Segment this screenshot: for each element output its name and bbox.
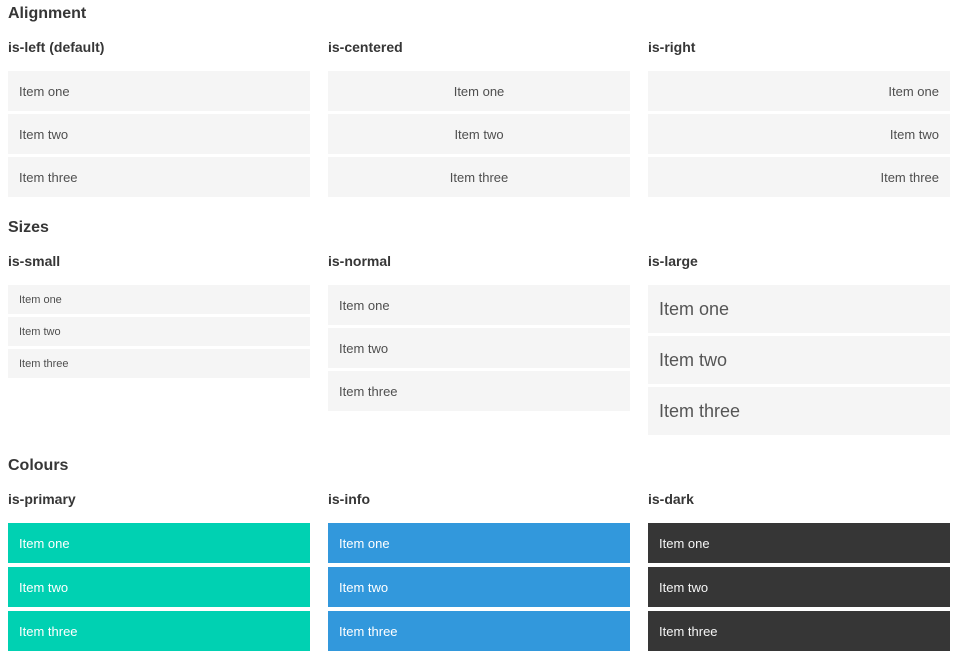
list-is-small: Item one Item two Item three [8,285,310,378]
column-is-right: is-right Item one Item two Item three [648,38,950,200]
column-subtitle-is-info: is-info [328,491,370,507]
column-subtitle-is-small: is-small [8,253,61,269]
list-item[interactable]: Item three [328,371,630,411]
section-colours: Colours is-primary Item one Item two Ite… [8,456,950,655]
list-item[interactable]: Item three [8,349,310,378]
list-item[interactable]: Item two [648,336,950,384]
column-subtitle-is-primary: is-primary [8,491,76,507]
column-subtitle-is-right: is-right [648,39,696,55]
column-subtitle-is-left: is-left (default) [8,39,105,55]
column-is-primary: is-primary Item one Item two Item three [8,490,310,655]
section-alignment: Alignment is-left (default) Item one Ite… [8,4,950,200]
list-item[interactable]: Item one [8,71,310,111]
column-subtitle-is-normal: is-normal [328,253,392,269]
column-subtitle-is-dark: is-dark [648,491,694,507]
list-item[interactable]: Item one [328,285,630,325]
list-item[interactable]: Item two [648,567,950,607]
alignment-columns: is-left (default) Item one Item two Item… [8,38,950,200]
section-title-sizes: Sizes [8,219,49,236]
column-is-dark: is-dark Item one Item two Item three [648,490,950,655]
list-is-primary: Item one Item two Item three [8,523,310,651]
column-subtitle-is-centered: is-centered [328,39,403,55]
list-is-centered: Item one Item two Item three [328,71,630,197]
list-item[interactable]: Item one [8,285,310,314]
section-title-colours: Colours [8,457,69,474]
list-item[interactable]: Item three [8,157,310,197]
column-is-info: is-info Item one Item two Item three [328,490,630,655]
list-item[interactable]: Item three [648,611,950,651]
list-is-dark: Item one Item two Item three [648,523,950,651]
list-item[interactable]: Item three [328,611,630,651]
column-is-small: is-small Item one Item two Item three [8,252,310,438]
column-is-left: is-left (default) Item one Item two Item… [8,38,310,200]
list-item[interactable]: Item three [648,157,950,197]
list-item[interactable]: Item one [328,523,630,563]
list-item[interactable]: Item two [8,317,310,346]
list-item[interactable]: Item two [8,567,310,607]
column-subtitle-is-large: is-large [648,253,698,269]
section-sizes: Sizes is-small Item one Item two Item th… [8,218,950,438]
list-is-info: Item one Item two Item three [328,523,630,651]
list-is-right: Item one Item two Item three [648,71,950,197]
column-is-normal: is-normal Item one Item two Item three [328,252,630,438]
list-is-large: Item one Item two Item three [648,285,950,435]
list-item[interactable]: Item three [8,611,310,651]
list-item[interactable]: Item two [8,114,310,154]
section-title-alignment: Alignment [8,5,87,22]
list-is-normal: Item one Item two Item three [328,285,630,411]
column-is-centered: is-centered Item one Item two Item three [328,38,630,200]
colours-columns: is-primary Item one Item two Item three … [8,490,950,655]
list-item[interactable]: Item two [648,114,950,154]
list-item[interactable]: Item two [328,114,630,154]
list-is-left: Item one Item two Item three [8,71,310,197]
list-item[interactable]: Item one [328,71,630,111]
column-is-large: is-large Item one Item two Item three [648,252,950,438]
sizes-columns: is-small Item one Item two Item three is… [8,252,950,438]
list-item[interactable]: Item three [648,387,950,435]
list-item[interactable]: Item three [328,157,630,197]
list-item[interactable]: Item two [328,328,630,368]
list-item[interactable]: Item one [648,71,950,111]
list-item[interactable]: Item two [328,567,630,607]
list-item[interactable]: Item one [648,523,950,563]
list-item[interactable]: Item one [648,285,950,333]
list-item[interactable]: Item one [8,523,310,563]
